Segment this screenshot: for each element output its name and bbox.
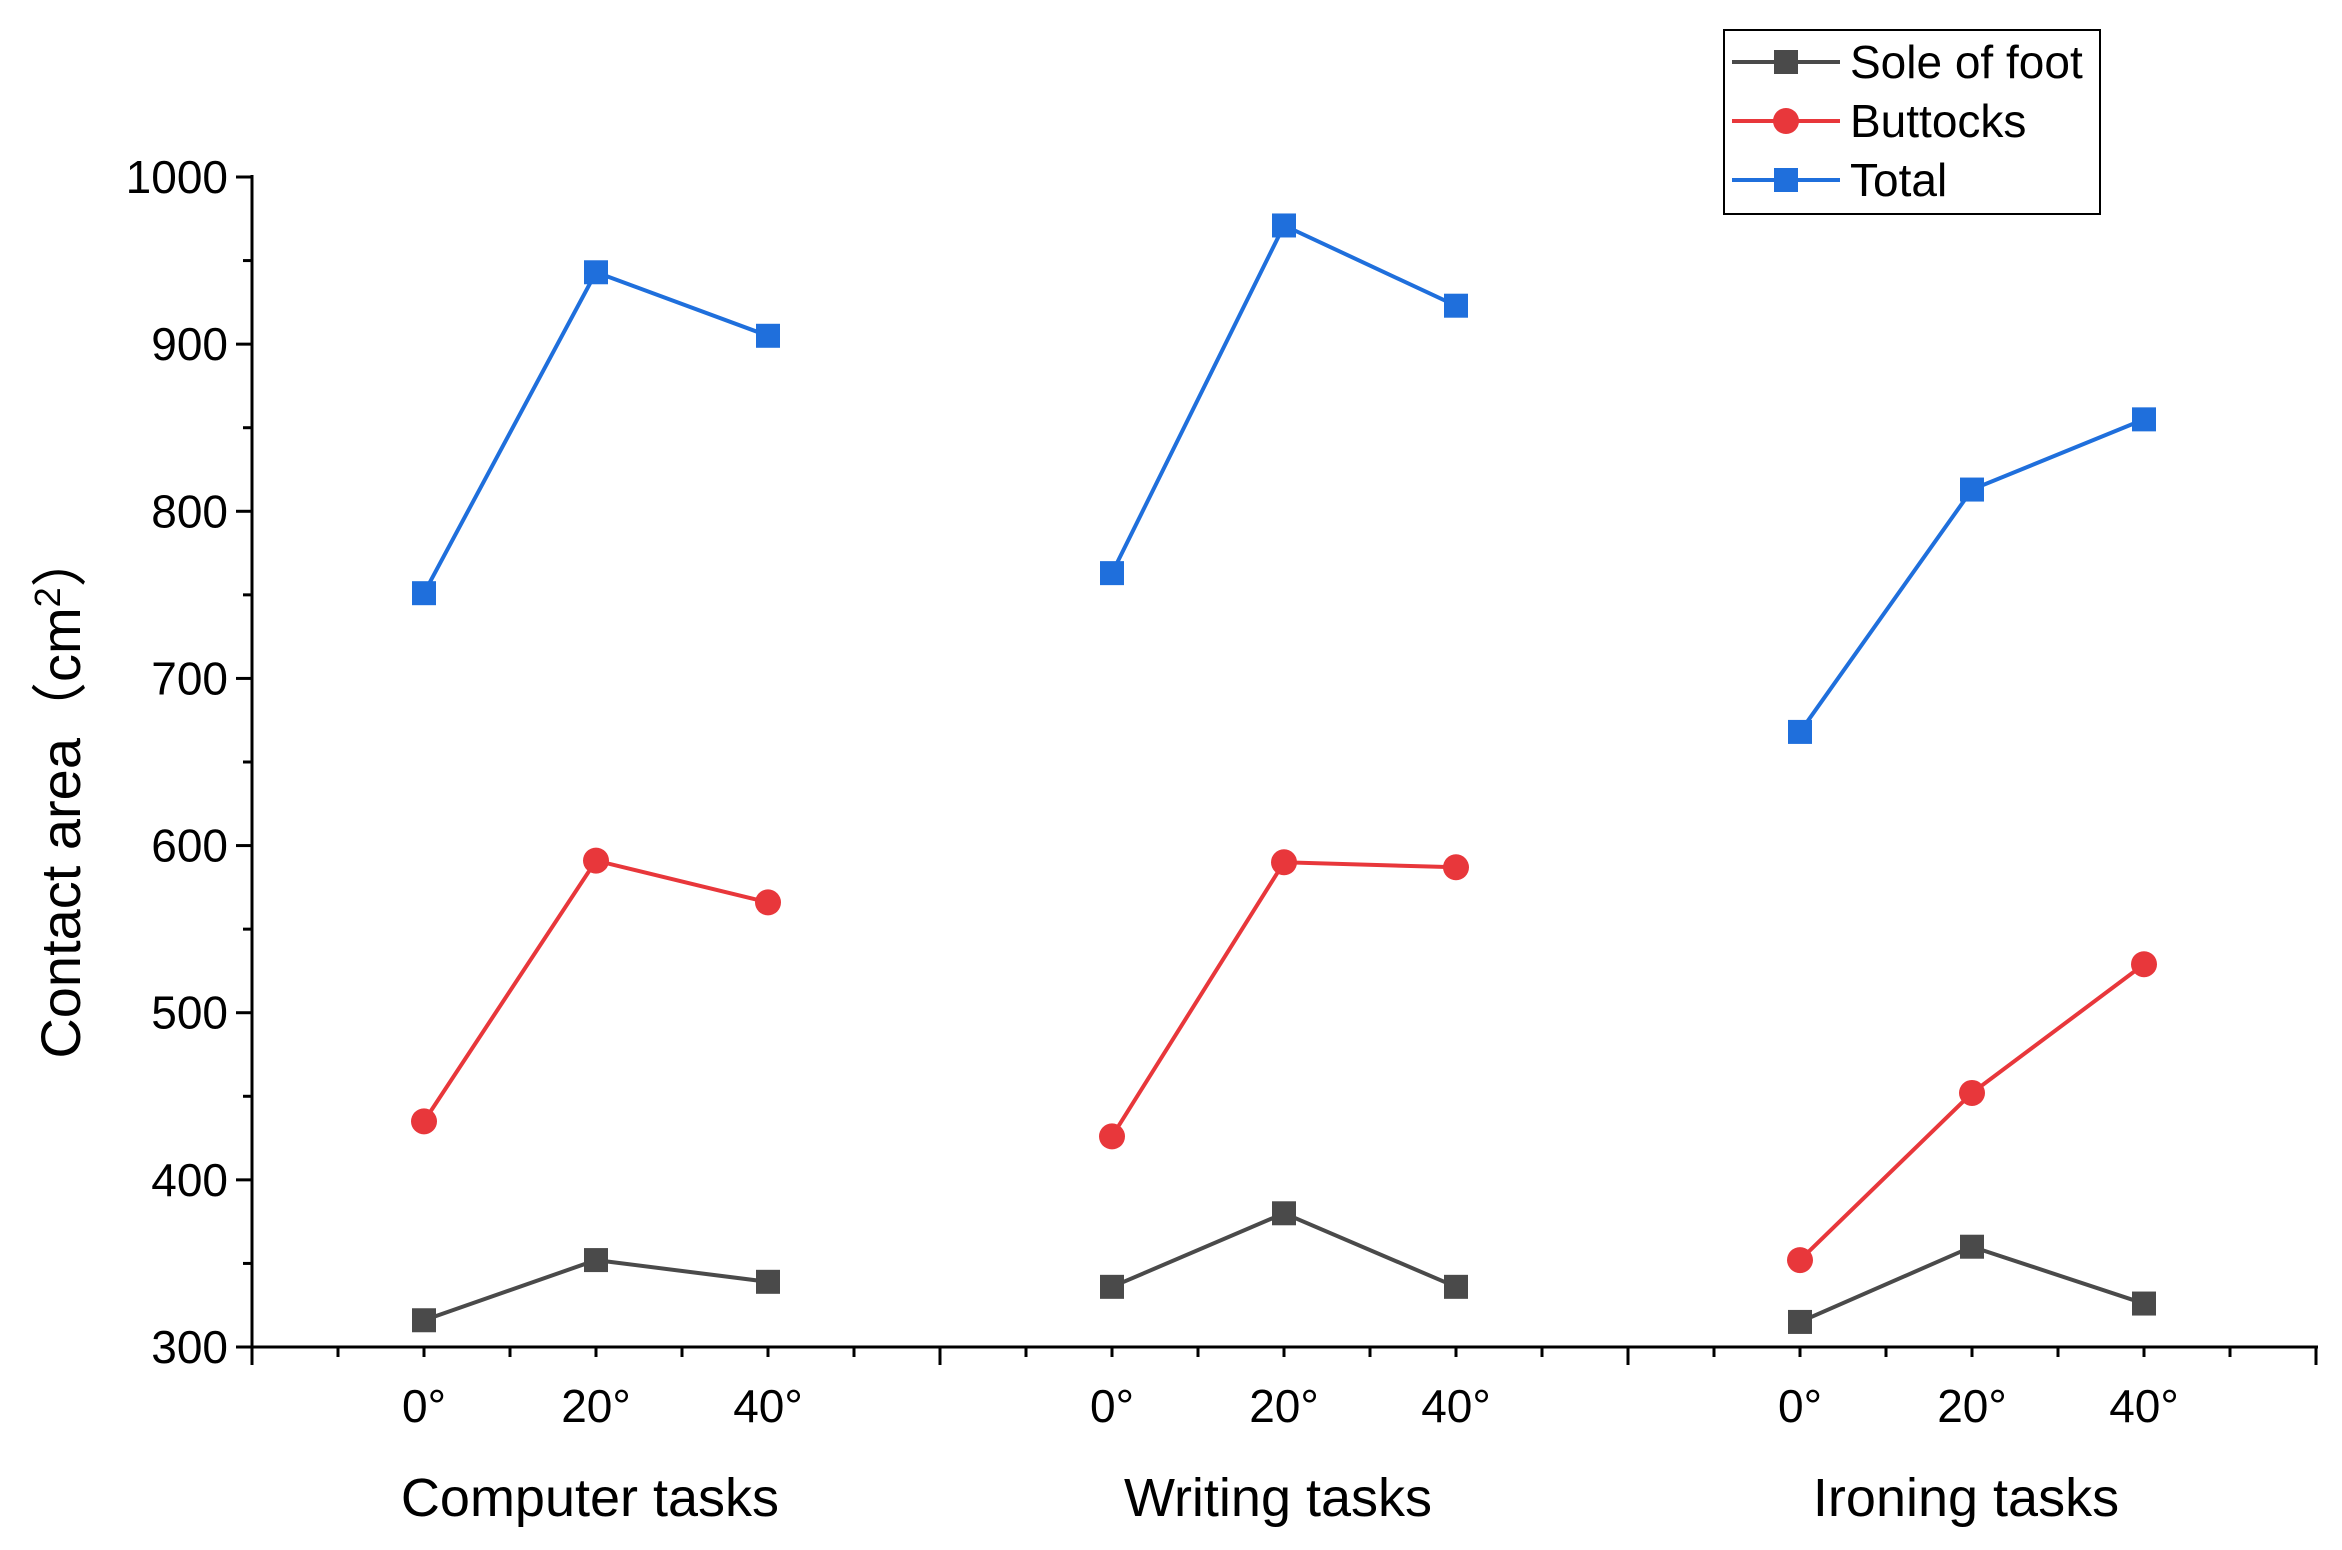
data-point-buttocks bbox=[1443, 854, 1469, 881]
data-point-buttocks bbox=[755, 889, 781, 916]
series-line-buttocks bbox=[1798, 962, 2146, 1262]
x-tick-label: 20° bbox=[1249, 1380, 1319, 1432]
series-line-buttocks bbox=[422, 858, 769, 1123]
data-point-sole-of-foot bbox=[412, 1308, 436, 1333]
y-tick-label: 500 bbox=[151, 987, 228, 1039]
y-tick-label: 900 bbox=[151, 318, 228, 370]
legend-label-total: Total bbox=[1850, 154, 1947, 206]
data-point-sole-of-foot bbox=[1960, 1234, 1984, 1259]
series-line-total bbox=[1798, 417, 2145, 734]
legend-marker-sole-of-foot bbox=[1774, 50, 1798, 74]
x-tick-label: 0° bbox=[1778, 1380, 1822, 1432]
data-point-buttocks bbox=[1271, 849, 1297, 876]
series-sole-of-foot bbox=[412, 1201, 2156, 1334]
group-label: Ironing tasks bbox=[1813, 1468, 2119, 1528]
legend-marker-buttocks bbox=[1773, 108, 1799, 134]
data-point-total bbox=[412, 581, 436, 606]
group-label: Computer tasks bbox=[401, 1468, 779, 1528]
series-line-total bbox=[422, 269, 769, 595]
x-tick-label: 20° bbox=[1937, 1380, 2007, 1432]
data-point-total bbox=[1100, 561, 1124, 586]
data-point-sole-of-foot bbox=[1272, 1201, 1296, 1226]
y-tick-label: 400 bbox=[151, 1154, 228, 1206]
series-total bbox=[412, 213, 2156, 744]
data-point-sole-of-foot bbox=[2132, 1291, 2156, 1316]
y-tick-label: 1000 bbox=[126, 151, 228, 203]
y-tick-label: 300 bbox=[151, 1321, 228, 1373]
y-tick-label: 800 bbox=[151, 485, 228, 537]
group-label: Writing tasks bbox=[1124, 1468, 1432, 1528]
data-point-total bbox=[1272, 213, 1296, 238]
legend: Sole of foot Buttocks Total bbox=[1723, 29, 2101, 215]
x-axis-ticks: 0° 20° 40° Computer tasks 0° 20° 40° Writing ta… bbox=[250, 1347, 2318, 1528]
data-point-buttocks bbox=[1787, 1247, 1813, 1274]
data-point-sole-of-foot bbox=[1444, 1274, 1468, 1299]
x-tick-label: 40° bbox=[1421, 1380, 1491, 1432]
data-point-sole-of-foot bbox=[1788, 1309, 1812, 1334]
data-point-buttocks bbox=[1099, 1123, 1125, 1150]
axes bbox=[250, 175, 2318, 1349]
data-point-total bbox=[584, 260, 608, 285]
data-point-sole-of-foot bbox=[584, 1248, 608, 1273]
x-tick-label: 40° bbox=[733, 1380, 803, 1432]
series-line-buttocks bbox=[1110, 860, 1457, 1138]
data-point-total bbox=[1788, 719, 1812, 744]
series-layer bbox=[411, 213, 2157, 1334]
series-line-total bbox=[1110, 222, 1457, 575]
data-point-sole-of-foot bbox=[1100, 1274, 1124, 1299]
data-point-total bbox=[2132, 407, 2156, 432]
legend-label-buttocks: Buttocks bbox=[1850, 95, 2026, 147]
legend-marker-total bbox=[1774, 168, 1798, 192]
x-tick-label: 40° bbox=[2109, 1380, 2179, 1432]
y-axis-ticks: 300 400 500 600 700 800 900 1000 bbox=[126, 151, 252, 1373]
x-tick-label: 20° bbox=[561, 1380, 631, 1432]
data-point-buttocks bbox=[1959, 1079, 1985, 1106]
data-point-total bbox=[756, 323, 780, 348]
y-axis-label: Contact area（cm2） bbox=[27, 531, 93, 1058]
data-point-total bbox=[1960, 477, 1984, 502]
data-point-sole-of-foot bbox=[756, 1269, 780, 1294]
data-point-total bbox=[1444, 293, 1468, 318]
x-tick-label: 0° bbox=[402, 1380, 446, 1432]
series-buttocks bbox=[411, 847, 2157, 1274]
data-point-buttocks bbox=[2131, 951, 2157, 978]
y-tick-label: 700 bbox=[151, 652, 228, 704]
y-tick-label: 600 bbox=[151, 820, 228, 872]
legend-label-sole-of-foot: Sole of foot bbox=[1850, 36, 2083, 88]
data-point-buttocks bbox=[583, 847, 609, 874]
data-point-buttocks bbox=[411, 1108, 437, 1135]
x-tick-label: 0° bbox=[1090, 1380, 1134, 1432]
